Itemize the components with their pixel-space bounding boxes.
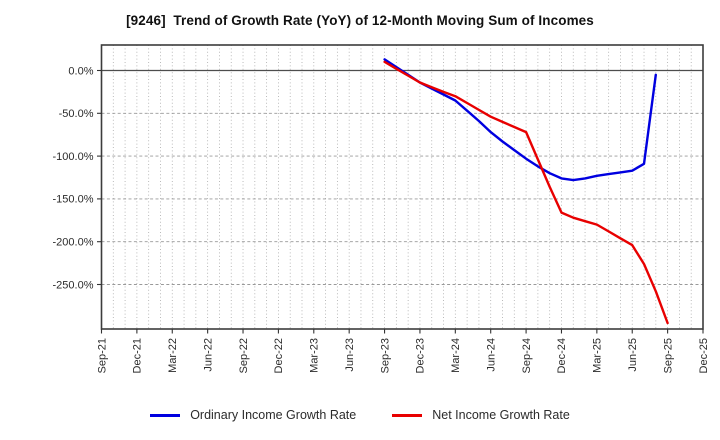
x-tick-labels: Sep-21 Dec-21 Mar-22 Jun-22 Sep-22 Dec-22 Mar-… <box>96 338 710 373</box>
y-tick-labels: 0.0% -50.0% -100.0% -150.0% -200.0% -250.0% <box>53 65 94 291</box>
x-tick-label: Jun-23 <box>344 338 356 372</box>
legend-item-net: Net Income Growth Rate <box>392 408 570 422</box>
ordinary-income-line <box>383 58 657 182</box>
x-tick-label: Dec-25 <box>698 338 710 373</box>
x-tick-label: Mar-22 <box>167 338 179 373</box>
x-tick-label: Dec-23 <box>415 338 427 373</box>
legend-label-net: Net Income Growth Rate <box>432 408 570 422</box>
y-tick-label: -250.0% <box>53 279 94 291</box>
plot-area: 0.0% -50.0% -100.0% -150.0% -200.0% -250.0% Se… <box>53 44 710 373</box>
vertical-gridlines <box>101 45 704 329</box>
legend-label-ordinary: Ordinary Income Growth Rate <box>190 408 357 422</box>
x-tick-label: Jun-22 <box>202 338 214 372</box>
x-tick-label: Sep-24 <box>521 338 533 373</box>
legend-item-ordinary: Ordinary Income Growth Rate <box>150 408 356 422</box>
chart-title: [9246] Trend of Growth Rate (YoY) of 12-… <box>126 13 594 28</box>
legend: Ordinary Income Growth Rate Net Income G… <box>0 404 720 426</box>
ordinary-line-swatch <box>150 413 181 417</box>
y-tick-label: -100.0% <box>53 151 94 163</box>
x-tick-label: Jun-24 <box>485 338 497 372</box>
y-tick-label: -200.0% <box>53 237 94 249</box>
x-tick-label: Sep-23 <box>379 338 391 373</box>
net-line-swatch <box>392 413 423 417</box>
x-tick-label: Dec-24 <box>556 338 568 373</box>
x-tick-label: Sep-22 <box>238 338 250 373</box>
y-tick-label: -150.0% <box>53 194 94 206</box>
plot-border <box>100 44 704 330</box>
x-tick-label: Sep-25 <box>662 338 674 373</box>
net-income-line <box>383 60 669 325</box>
x-tick-label: Mar-24 <box>450 338 462 373</box>
x-tick-label: Jun-25 <box>627 338 639 372</box>
x-tick-label: Dec-22 <box>273 338 285 373</box>
x-tick-label: Sep-21 <box>96 338 108 373</box>
x-tick-label: Mar-25 <box>592 338 604 373</box>
y-tick-label: -50.0% <box>59 108 94 120</box>
y-tick-label: 0.0% <box>68 65 93 77</box>
x-tick-label: Mar-23 <box>309 338 321 373</box>
x-tick-label: Dec-21 <box>132 338 144 373</box>
